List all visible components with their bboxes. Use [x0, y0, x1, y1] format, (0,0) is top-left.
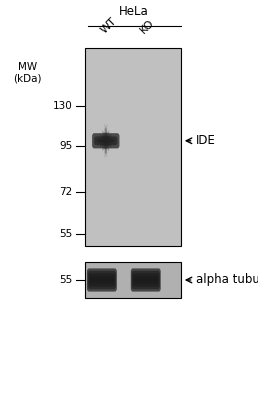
- FancyBboxPatch shape: [88, 273, 115, 287]
- Text: 130: 130: [52, 101, 72, 111]
- FancyBboxPatch shape: [96, 139, 115, 143]
- FancyBboxPatch shape: [100, 132, 111, 149]
- FancyBboxPatch shape: [134, 278, 158, 282]
- Bar: [85, 262, 181, 298]
- Bar: [85, 48, 181, 246]
- FancyBboxPatch shape: [104, 126, 107, 156]
- FancyBboxPatch shape: [132, 273, 159, 287]
- Text: KO: KO: [138, 17, 156, 35]
- FancyBboxPatch shape: [103, 123, 109, 159]
- Text: 55: 55: [59, 229, 72, 239]
- FancyBboxPatch shape: [89, 276, 115, 284]
- Text: 55: 55: [59, 275, 72, 285]
- Text: alpha tubulin: alpha tubulin: [196, 274, 258, 286]
- Text: 72: 72: [59, 187, 72, 197]
- FancyBboxPatch shape: [90, 278, 114, 282]
- FancyBboxPatch shape: [91, 276, 113, 284]
- Text: IDE: IDE: [196, 134, 216, 147]
- FancyBboxPatch shape: [135, 276, 157, 284]
- Text: WT: WT: [99, 16, 119, 35]
- FancyBboxPatch shape: [131, 268, 161, 292]
- FancyBboxPatch shape: [102, 129, 109, 152]
- FancyBboxPatch shape: [132, 271, 160, 289]
- Text: HeLa: HeLa: [119, 5, 149, 18]
- FancyBboxPatch shape: [94, 136, 117, 145]
- Text: 95: 95: [59, 141, 72, 151]
- FancyBboxPatch shape: [88, 271, 116, 289]
- Text: MW
(kDa): MW (kDa): [13, 62, 41, 84]
- FancyBboxPatch shape: [98, 136, 113, 146]
- FancyBboxPatch shape: [133, 276, 158, 284]
- FancyBboxPatch shape: [92, 133, 119, 148]
- FancyBboxPatch shape: [87, 268, 117, 292]
